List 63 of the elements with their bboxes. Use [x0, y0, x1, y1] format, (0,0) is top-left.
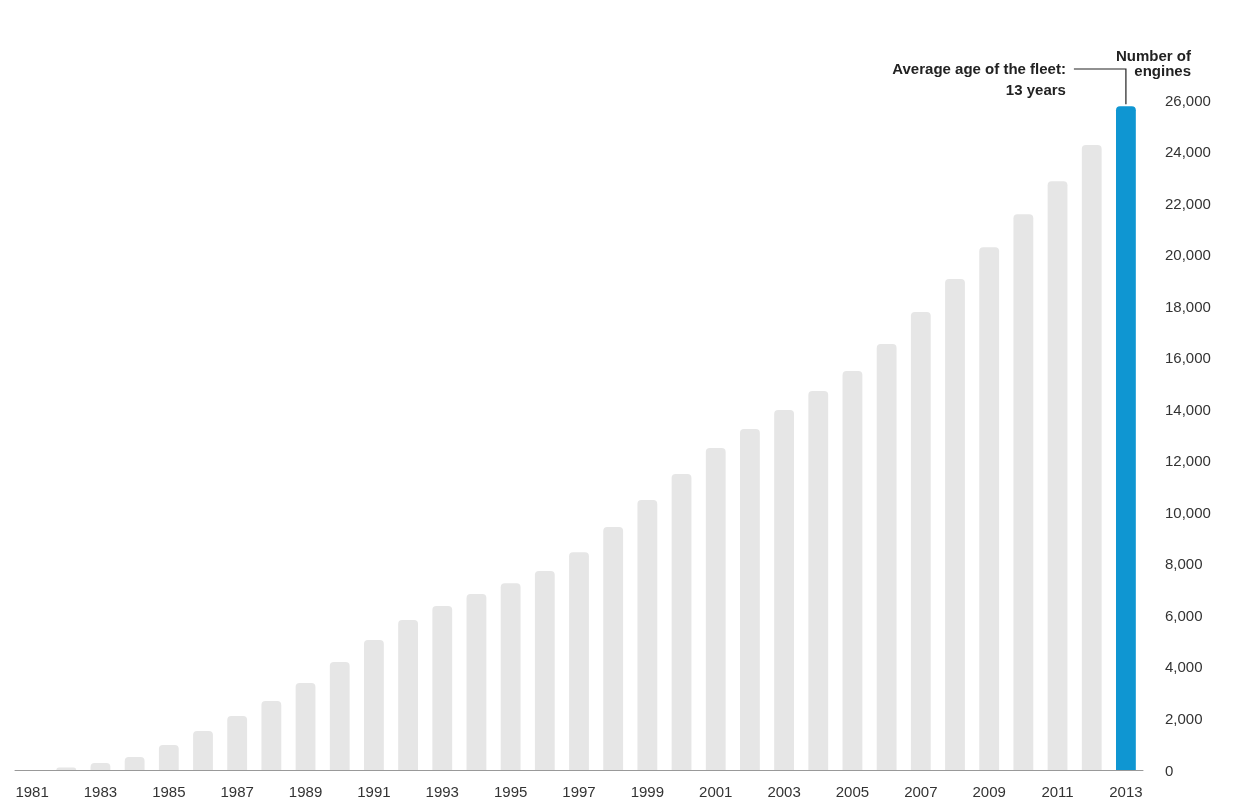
bar — [398, 620, 418, 770]
x-tick-label: 2013 — [1109, 783, 1143, 800]
x-tick-label: 2011 — [1041, 783, 1074, 800]
bar — [910, 312, 931, 770]
y-tick-label: 14,000 — [1165, 400, 1211, 418]
y-tick-label: 16,000 — [1165, 349, 1211, 367]
bar — [466, 594, 487, 770]
x-tick-label: 2009 — [972, 783, 1006, 800]
bar — [432, 606, 453, 770]
x-tick-label: 1999 — [630, 783, 665, 800]
bar — [705, 447, 726, 770]
bar — [261, 700, 282, 770]
bar — [637, 499, 658, 770]
x-tick-label: 2005 — [835, 783, 870, 800]
bar — [295, 682, 316, 770]
y-tick-label: 20,000 — [1165, 246, 1211, 264]
x-tick-label: 1989 — [288, 783, 323, 800]
y-axis-title: Number of engines — [1116, 47, 1192, 79]
y-tick-label: 0 — [1165, 761, 1174, 779]
x-tick-label: 1987 — [220, 783, 254, 800]
y-tick-label: 26,000 — [1165, 91, 1211, 109]
x-tick-label: 1993 — [425, 783, 459, 800]
x-tick-label: 1985 — [152, 783, 186, 800]
y-tick-label: 10,000 — [1165, 503, 1211, 521]
bar — [979, 247, 1000, 770]
bar — [603, 527, 624, 770]
y-tick-label: 6,000 — [1165, 606, 1203, 624]
bar — [534, 571, 555, 770]
y-tick-label: 18,000 — [1165, 297, 1211, 315]
bar — [329, 662, 350, 770]
bar — [158, 745, 179, 770]
bar — [740, 429, 760, 770]
y-tick-label: 24,000 — [1165, 143, 1211, 161]
bar — [193, 731, 213, 770]
bar — [774, 410, 794, 770]
bar — [1116, 106, 1136, 770]
bar — [1013, 214, 1034, 770]
bar — [1081, 145, 1102, 770]
y-tick-label: 22,000 — [1165, 194, 1211, 212]
y-tick-label: 2,000 — [1165, 709, 1203, 727]
y-tick-label: 12,000 — [1165, 452, 1211, 470]
x-tick-label: 1983 — [83, 783, 118, 800]
bar — [227, 715, 248, 770]
x-tick-label: 2007 — [904, 783, 938, 800]
bar — [364, 640, 384, 770]
y-tick-label: 8,000 — [1165, 555, 1203, 573]
bar — [124, 757, 145, 770]
x-tick-label: 1995 — [493, 783, 528, 800]
bar — [842, 371, 863, 770]
x-tick-label: 2003 — [767, 783, 801, 800]
bar — [1047, 181, 1068, 770]
bar — [569, 552, 589, 770]
bar — [671, 473, 692, 770]
x-tick-label: 2001 — [699, 783, 733, 800]
annotation: Average age of the fleet: 13 years — [892, 60, 1066, 98]
x-tick-label: 1991 — [357, 783, 391, 800]
bar — [808, 390, 829, 770]
bar — [500, 583, 521, 770]
bar — [945, 279, 965, 770]
bar — [876, 344, 897, 770]
x-tick-label: 1981 — [15, 783, 49, 800]
y-tick-label: 4,000 — [1165, 658, 1203, 676]
x-tick-label: 1997 — [562, 783, 596, 800]
